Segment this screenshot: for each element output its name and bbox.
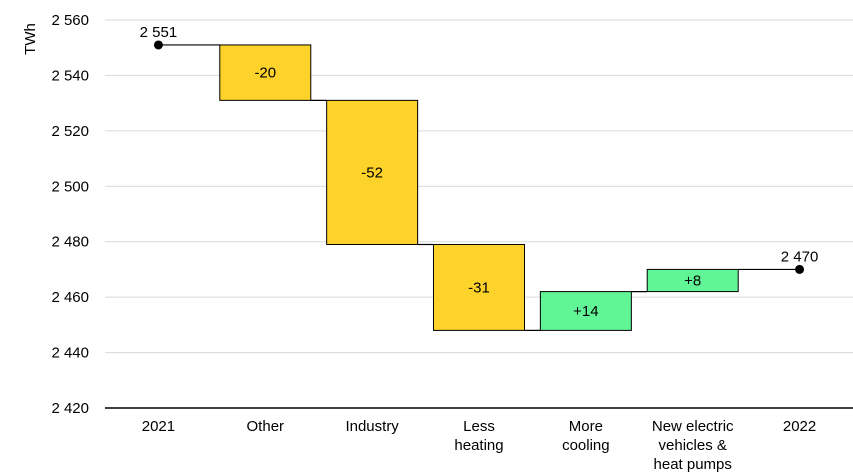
- x-category-label: 2022: [783, 418, 816, 435]
- data-label: -31: [468, 279, 490, 296]
- bar: [433, 243, 525, 331]
- data-label: -20: [254, 65, 276, 82]
- x-axis-category-labels: 2021 Other Industry Less heating More cooling N…: [142, 418, 817, 473]
- y-tick-label: 2 560: [51, 12, 89, 29]
- y-tick-label: 2 460: [51, 289, 89, 306]
- y-tick-label: 2 420: [51, 400, 89, 417]
- y-axis-title: TWh: [22, 23, 39, 55]
- y-tick-label: 2 480: [51, 234, 89, 251]
- data-label: +8: [684, 273, 701, 290]
- x-category-label: Other: [247, 418, 285, 435]
- connector-lines: [158, 44, 800, 331]
- data-labels: 2 551 -20 -52 -31 +14 +8 2 470: [140, 24, 819, 320]
- x-category-label: New electric vehicles & heat pumps: [652, 418, 734, 473]
- x-category-label: Industry: [345, 418, 399, 435]
- bar: [539, 291, 632, 331]
- x-category-label: More cooling: [562, 418, 610, 454]
- y-tick-label: 2 540: [51, 67, 89, 84]
- x-category-label: 2021: [142, 418, 175, 435]
- bar: [219, 44, 312, 101]
- y-tick-label: 2 500: [51, 178, 89, 195]
- data-label: +14: [573, 303, 598, 320]
- y-tick-label: 2 520: [51, 123, 89, 140]
- x-category-label: Less heating: [454, 418, 503, 454]
- total-marker: [153, 40, 163, 50]
- total-markers: [153, 40, 805, 274]
- bar: [646, 268, 739, 293]
- bars: [219, 44, 739, 331]
- data-label: -52: [361, 164, 383, 181]
- y-axis-tick-labels: 2 420 2 440 2 460 2 480 2 500 2 520 2 540 2 560: [51, 12, 89, 417]
- data-label: 2 470: [781, 248, 819, 265]
- y-tick-label: 2 440: [51, 345, 89, 362]
- total-marker: [795, 264, 805, 274]
- bar: [326, 99, 419, 245]
- data-label: 2 551: [140, 24, 178, 41]
